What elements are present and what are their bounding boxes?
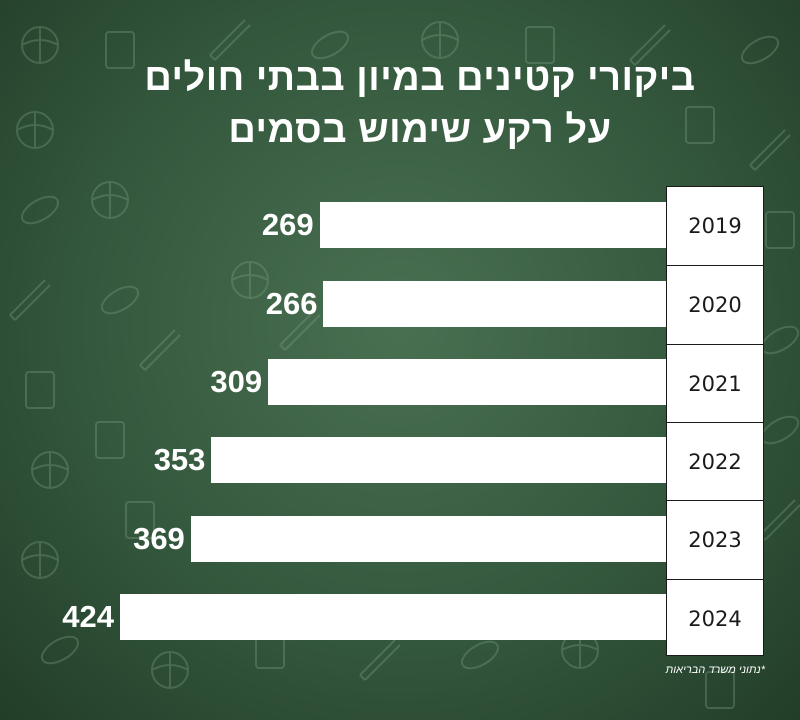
- year-column: 2019 2020 2021 2022 2023 2024: [666, 186, 764, 656]
- bar: [319, 202, 666, 249]
- bar: [323, 280, 666, 327]
- year-label: 2024: [667, 578, 763, 657]
- bar: [120, 593, 666, 640]
- value-label: 353: [153, 442, 206, 478]
- year-label: 2019: [688, 214, 742, 238]
- value-label: 369: [133, 520, 185, 556]
- value-label: 266: [265, 285, 318, 321]
- value-label: 424: [62, 598, 114, 634]
- value-label: 269: [261, 207, 314, 243]
- bar: [190, 515, 666, 562]
- year-label: 2020: [667, 265, 763, 343]
- chart-title-line2: על רקע שימוש בסמים: [228, 109, 612, 151]
- value-label: 309: [210, 363, 263, 399]
- year-label: 2022: [667, 422, 763, 500]
- bar: [211, 437, 666, 484]
- source-note: *נתוני משרד הבריאות: [665, 664, 765, 676]
- year-label: 2023: [667, 500, 763, 578]
- chart-title-line1: ביקורי קטינים במיון בבתי חולים: [144, 57, 696, 99]
- year-label: 2021: [667, 343, 763, 422]
- bar: [268, 358, 666, 405]
